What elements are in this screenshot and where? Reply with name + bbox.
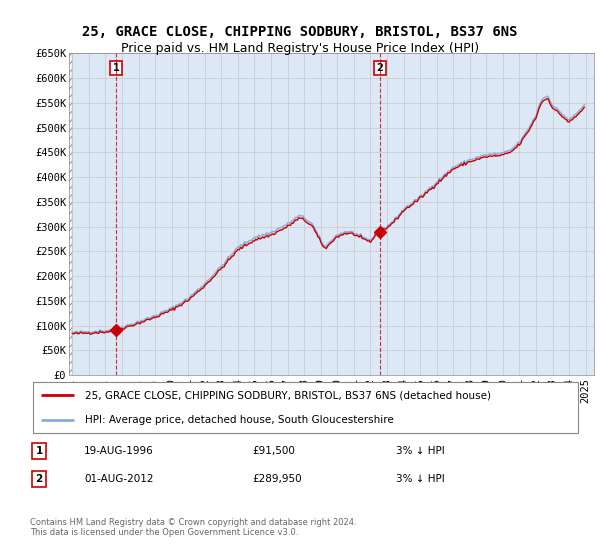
Text: 2: 2 — [35, 474, 43, 484]
Text: £91,500: £91,500 — [252, 446, 295, 456]
Text: 1: 1 — [112, 63, 119, 73]
Text: 3% ↓ HPI: 3% ↓ HPI — [396, 474, 445, 484]
Text: 19-AUG-1996: 19-AUG-1996 — [84, 446, 154, 456]
Text: HPI: Average price, detached house, South Gloucestershire: HPI: Average price, detached house, Sout… — [85, 414, 394, 424]
Text: 25, GRACE CLOSE, CHIPPING SODBURY, BRISTOL, BS37 6NS (detached house): 25, GRACE CLOSE, CHIPPING SODBURY, BRIST… — [85, 390, 491, 400]
Text: Price paid vs. HM Land Registry's House Price Index (HPI): Price paid vs. HM Land Registry's House … — [121, 42, 479, 55]
Text: 2: 2 — [377, 63, 383, 73]
FancyBboxPatch shape — [33, 382, 578, 433]
Text: 3% ↓ HPI: 3% ↓ HPI — [396, 446, 445, 456]
Text: 01-AUG-2012: 01-AUG-2012 — [84, 474, 154, 484]
Text: 25, GRACE CLOSE, CHIPPING SODBURY, BRISTOL, BS37 6NS: 25, GRACE CLOSE, CHIPPING SODBURY, BRIST… — [82, 25, 518, 39]
Text: 1: 1 — [35, 446, 43, 456]
Text: Contains HM Land Registry data © Crown copyright and database right 2024.
This d: Contains HM Land Registry data © Crown c… — [30, 518, 356, 538]
Text: £289,950: £289,950 — [252, 474, 302, 484]
